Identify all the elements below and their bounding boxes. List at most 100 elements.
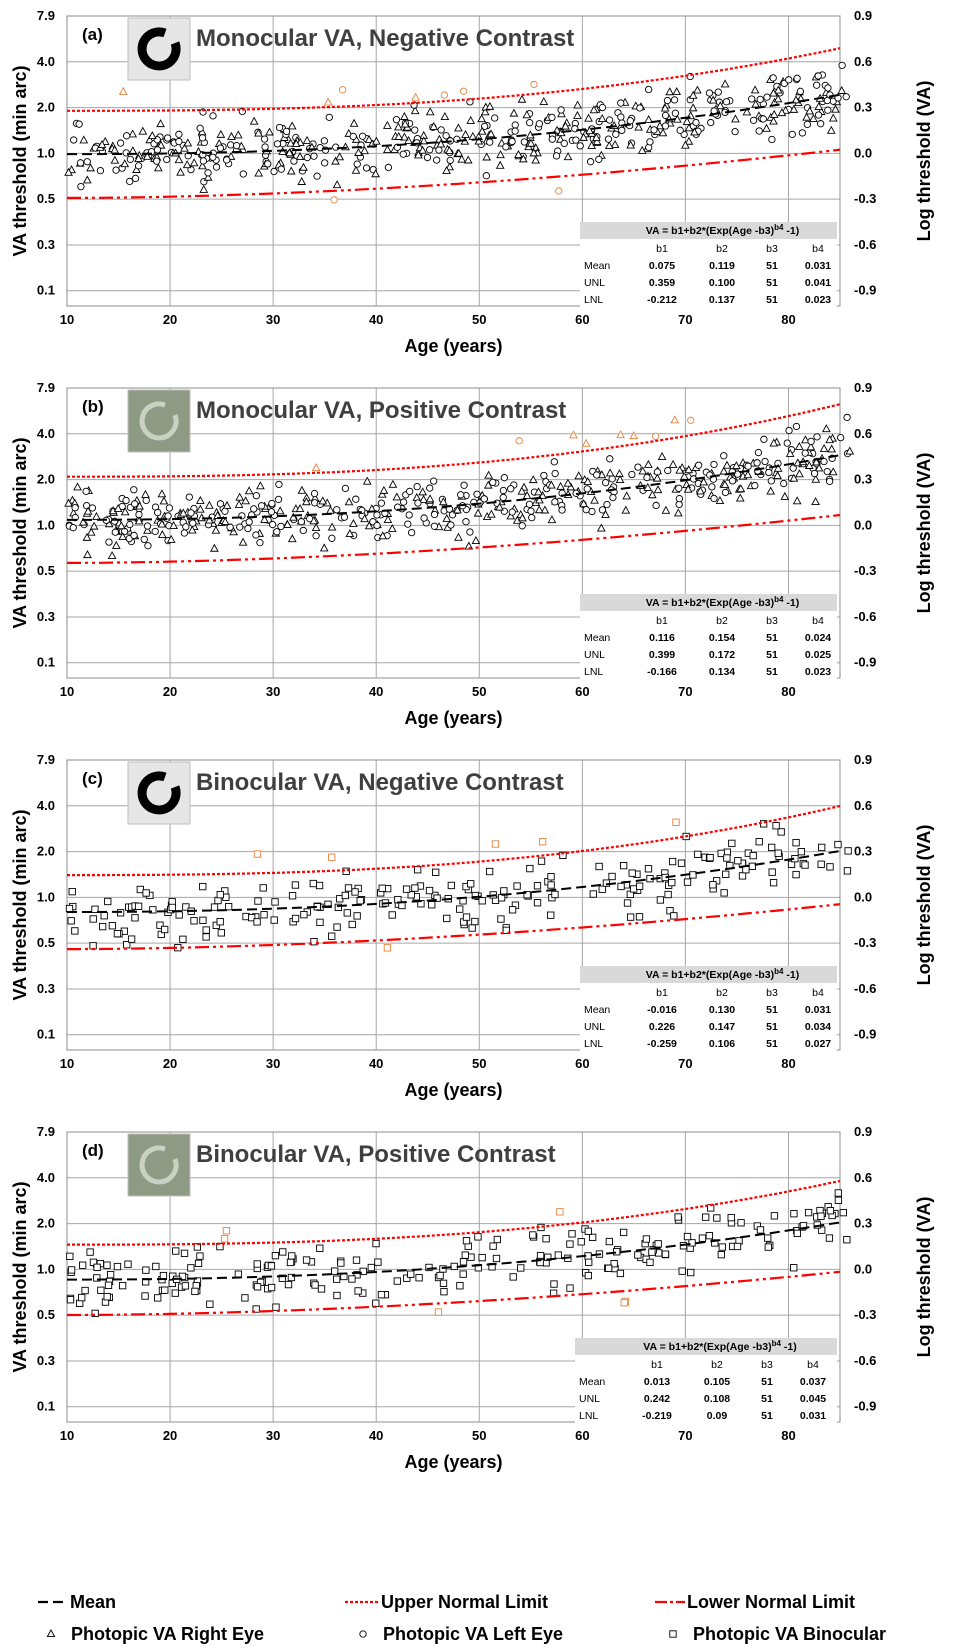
- data-point-triangle: [590, 495, 599, 504]
- data-point-square: [738, 872, 747, 880]
- data-point-circle: [480, 122, 489, 130]
- data-point-triangle: [610, 139, 620, 148]
- data-point-triangle: [297, 485, 307, 494]
- data-point-circle: [608, 475, 616, 483]
- data-point-square: [407, 1270, 415, 1278]
- data-point-circle: [814, 111, 823, 119]
- data-point-square: [547, 873, 555, 881]
- data-point-triangle: [652, 473, 662, 482]
- data-point-circle: [798, 129, 807, 137]
- data-point-triangle: [827, 444, 837, 453]
- data-point-triangle: [78, 517, 88, 526]
- data-point-circle: [273, 140, 282, 148]
- data-point-circle: [116, 139, 125, 147]
- data-point-triangle: [157, 530, 167, 539]
- data-point-square: [608, 872, 616, 881]
- data-point-square: [194, 1259, 203, 1268]
- data-point-triangle: [241, 496, 251, 505]
- data-point-triangle: [531, 155, 541, 164]
- table-row-name: LNL: [584, 666, 603, 678]
- table-row-name: LNL: [584, 1038, 603, 1050]
- data-point-circle: [163, 134, 172, 142]
- data-point-triangle: [615, 469, 624, 478]
- data-point-circle: [675, 484, 683, 492]
- data-point-circle: [694, 461, 703, 469]
- data-point-circle: [399, 150, 407, 158]
- table-col-header: b3: [766, 615, 778, 627]
- upper-normal-limit-line: [67, 804, 841, 877]
- table-cell: 0.130: [709, 1004, 735, 1016]
- positive-contrast-ring-icon: [139, 1145, 179, 1185]
- data-point-circle: [349, 132, 357, 141]
- data-point-circle: [708, 483, 716, 491]
- x-tick: 40: [369, 1428, 383, 1443]
- x-tick: 80: [781, 1428, 795, 1443]
- plot-frame: [66, 387, 841, 679]
- panel-label: (a): [82, 25, 103, 44]
- data-point-circle: [252, 492, 261, 500]
- data-point-triangle: [378, 531, 388, 540]
- data-point-square: [678, 1267, 686, 1275]
- data-point-triangle: [644, 459, 653, 468]
- data-point-square: [411, 884, 419, 892]
- data-point-square: [217, 929, 225, 937]
- data-point-square: [343, 909, 351, 917]
- mean-line: [67, 1221, 841, 1281]
- data-point-triangle: [345, 529, 355, 538]
- data-point-circle: [245, 518, 253, 526]
- data-point-square: [818, 1226, 826, 1234]
- outlier-point: [222, 1227, 231, 1235]
- data-point-triangle: [134, 516, 144, 525]
- data-point-square: [706, 853, 714, 862]
- data-point-square: [291, 881, 300, 889]
- data-point-square: [161, 1286, 169, 1294]
- data-point-triangle: [394, 131, 404, 140]
- table-formula: VA = b1+b2*(Exp(Age -b3)b4 -1): [646, 595, 799, 609]
- x-tick: 30: [266, 1056, 280, 1071]
- table-row-name: Mean: [579, 1376, 605, 1388]
- data-point-square: [66, 1296, 75, 1304]
- table-formula: VA = b1+b2*(Exp(Age -b3)b4 -1): [646, 223, 799, 237]
- data-point-square: [542, 1235, 550, 1243]
- data-point-circle: [70, 136, 78, 144]
- data-point-square: [604, 1264, 613, 1272]
- data-point-circle: [216, 144, 225, 152]
- data-point-circle: [508, 508, 516, 516]
- data-point-triangle: [484, 470, 494, 479]
- data-point-circle: [430, 510, 439, 519]
- table-cell: 0.023: [805, 294, 831, 306]
- outlier-point: [555, 187, 563, 195]
- data-point-square: [485, 867, 494, 876]
- y-tick-right: -0.6: [854, 981, 876, 996]
- data-point-square: [440, 1288, 448, 1296]
- data-point-square: [359, 1267, 367, 1276]
- y-tick-left: 0.1: [37, 1027, 55, 1042]
- data-point-circle: [460, 481, 468, 489]
- outlier-point: [328, 853, 336, 861]
- data-point-triangle: [534, 505, 544, 514]
- data-point-circle: [803, 120, 811, 129]
- data-point-circle: [760, 435, 768, 443]
- data-point-square: [459, 1258, 468, 1266]
- data-point-triangle: [496, 150, 505, 159]
- data-point-square: [698, 1234, 707, 1242]
- data-point-triangle: [605, 468, 615, 477]
- data-point-circle: [646, 138, 654, 146]
- y-axis-title-right: Log threshold (VA): [914, 1197, 934, 1358]
- data-point-triangle: [438, 497, 448, 506]
- data-point-triangle: [814, 463, 824, 472]
- data-point-triangle: [82, 532, 92, 541]
- data-point-square: [661, 1250, 670, 1258]
- data-point-square: [253, 1283, 262, 1291]
- data-point-circle: [749, 116, 758, 124]
- data-point-square: [554, 1251, 562, 1259]
- data-point-circle: [756, 95, 764, 104]
- x-axis-title: Age (years): [404, 708, 502, 728]
- data-point-circle: [377, 499, 386, 507]
- y-tick-left: 0.5: [37, 191, 55, 206]
- y-tick-left: 4.0: [37, 54, 55, 69]
- data-point-square: [668, 857, 677, 866]
- data-point-square: [210, 903, 219, 911]
- x-tick: 10: [60, 684, 74, 699]
- y-tick-right: -0.3: [854, 563, 876, 578]
